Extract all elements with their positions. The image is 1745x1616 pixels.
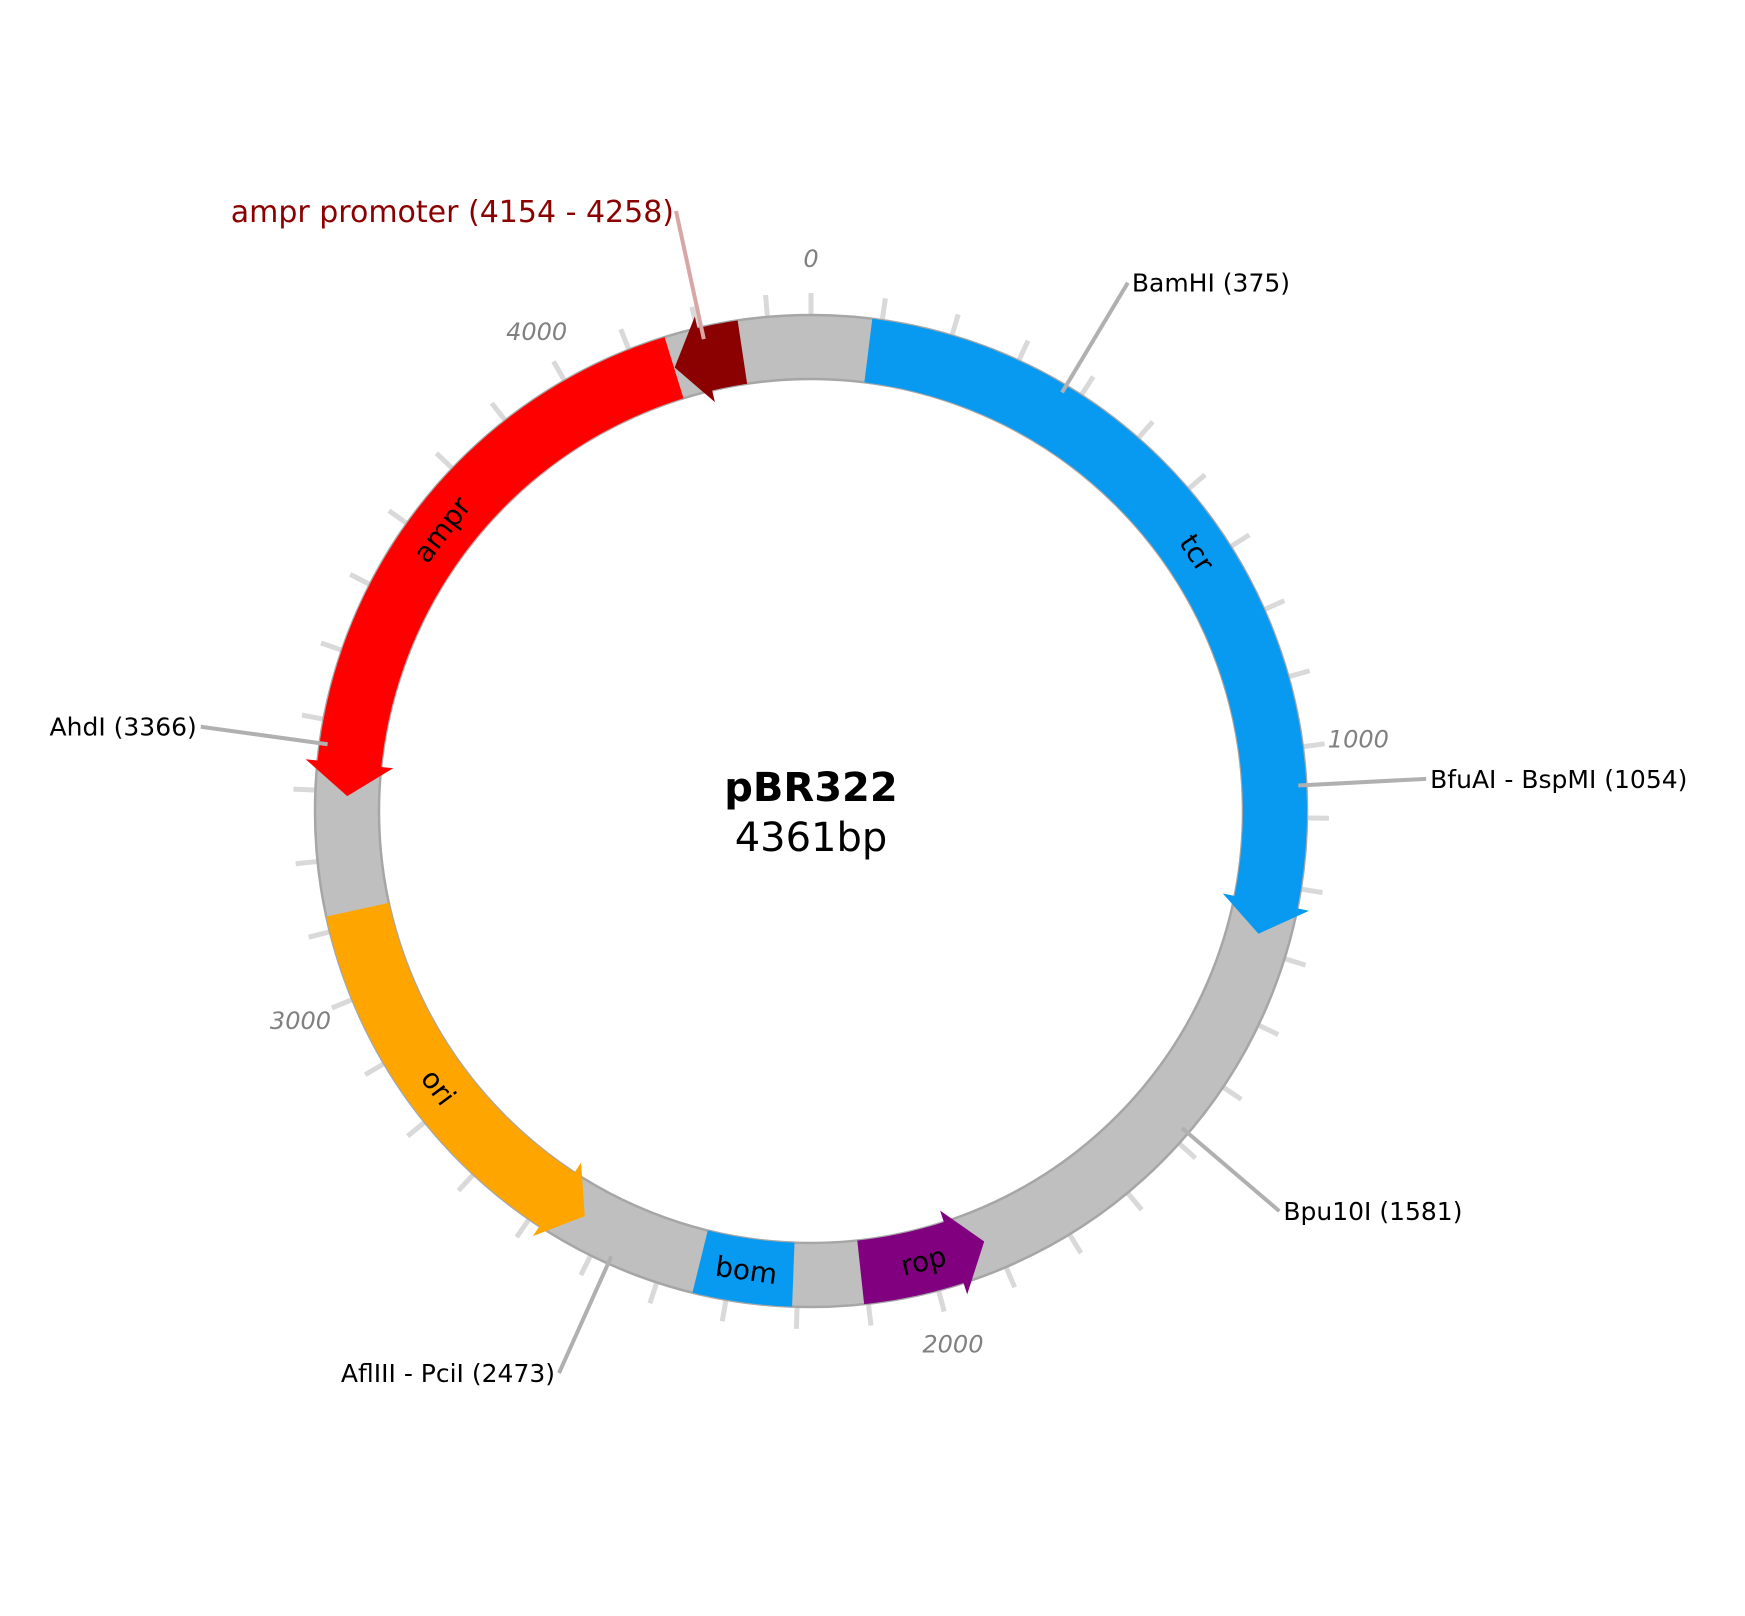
site-line [1298,776,1427,788]
plasmid-length: 4361bp [735,815,888,861]
site-label: BamHI (375) [1132,269,1290,298]
feature-ampr [305,337,684,797]
feature-rop [857,1210,985,1305]
site-label: Bpu10I (1581) [1283,1197,1462,1226]
callout-layer: ampr promoter (4154 - 4258) [231,195,706,340]
feature-ampr-promoter [674,316,748,403]
sites-layer: BamHI (375) BfuAI - BspMI (1054) Bpu10I (1… [50,269,1688,1388]
feature-tcr [864,318,1310,934]
site-label: AflIII - PciI (2473) [341,1359,555,1388]
plasmid-name: pBR322 [724,765,897,811]
tick-label: 3000 [270,1007,331,1035]
site-label: BfuAI - BspMI (1054) [1430,765,1687,794]
backbone-inner-edge [377,377,1245,1245]
site-line [1060,281,1130,394]
site-label: AhdI (3366) [50,713,197,742]
site-line [557,1255,614,1374]
callout-line [674,210,706,340]
feature-ori [326,902,585,1237]
feature-bom [692,1230,795,1307]
tick-label: 4000 [506,318,567,346]
site-line [200,724,328,747]
tick-label: 1000 [1328,725,1389,753]
promoter-callout-label: ampr promoter (4154 - 4258) [231,195,674,230]
backbone-outer-edge [313,313,1309,1309]
site-line [1180,1126,1281,1213]
tick-label: 0 [803,245,818,273]
tick-label: 2000 [922,1330,983,1358]
